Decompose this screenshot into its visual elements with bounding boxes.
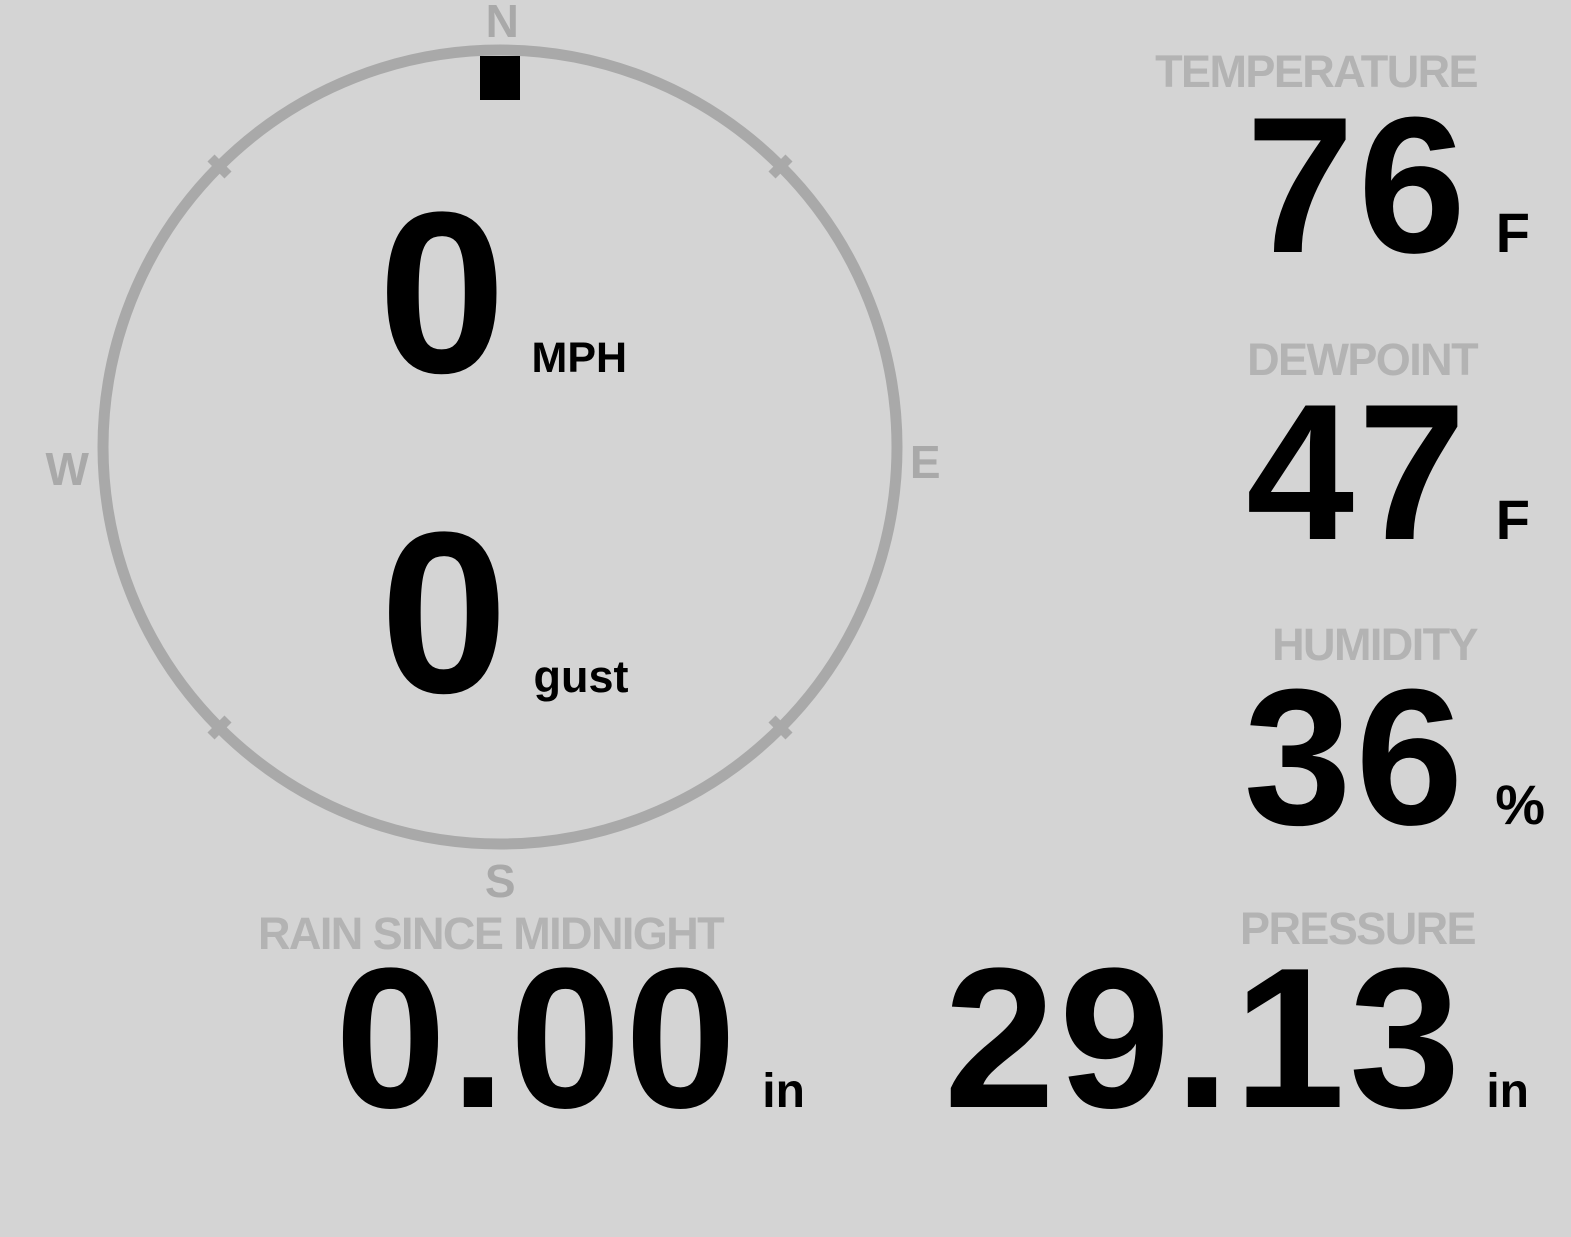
temperature-metric: TEMPERATURE: [1155, 49, 1530, 94]
pressure-label: PRESSURE: [1240, 903, 1477, 954]
compass-label-west: W: [45, 443, 89, 495]
compass-tick-nw: [207, 154, 232, 179]
compass-tick-sw: [207, 715, 232, 740]
rain-metric: RAIN SINCE MIDNIGHT: [258, 908, 725, 959]
temperature-label: TEMPERATURE: [1155, 46, 1478, 97]
dewpoint-readout: 47 F: [1246, 376, 1530, 570]
rain-unit: in: [762, 1065, 805, 1118]
humidity-unit: %: [1495, 773, 1545, 836]
temperature-value: 76: [1246, 77, 1470, 294]
dewpoint-metric: DEWPOINT: [1247, 337, 1530, 382]
wind-gust-readout: 0 gust: [380, 498, 629, 728]
humidity-label: HUMIDITY: [1272, 619, 1478, 670]
wind-speed-value: 0: [378, 164, 511, 421]
compass-ring-graphic: [97, 44, 903, 850]
compass-label-north: N: [485, 0, 519, 47]
wind-speed-unit: MPH: [531, 334, 628, 382]
pressure-metric: PRESSURE: [1240, 906, 1529, 951]
wind-gust-value: 0: [380, 484, 513, 741]
dewpoint-value: 47: [1246, 364, 1470, 581]
dewpoint-unit: F: [1495, 488, 1530, 551]
pressure-readout: 29.13 in: [944, 939, 1529, 1139]
rain-readout: 0.00 in: [335, 939, 805, 1139]
compass-label-east: E: [909, 436, 941, 488]
temperature-readout: 76 F: [1246, 89, 1530, 283]
humidity-readout: 36 %: [1244, 661, 1545, 855]
compass-tick-se: [768, 715, 793, 740]
humidity-value: 36: [1243, 649, 1468, 866]
wind-speed-readout: 0 MPH: [378, 178, 627, 408]
compass-label-south: S: [484, 855, 516, 907]
pressure-unit: in: [1486, 1065, 1529, 1118]
compass-tick-ne: [768, 154, 793, 179]
temperature-unit: F: [1495, 201, 1530, 264]
dewpoint-label: DEWPOINT: [1247, 334, 1478, 385]
wind-gust-unit: gust: [533, 651, 629, 702]
rain-label: RAIN SINCE MIDNIGHT: [258, 908, 725, 959]
wind-direction-marker: [480, 56, 520, 100]
humidity-metric: HUMIDITY: [1272, 622, 1545, 667]
pressure-value: 29.13: [943, 927, 1465, 1150]
rain-value: 0.00: [335, 927, 741, 1150]
compass-circle: [97, 44, 903, 850]
